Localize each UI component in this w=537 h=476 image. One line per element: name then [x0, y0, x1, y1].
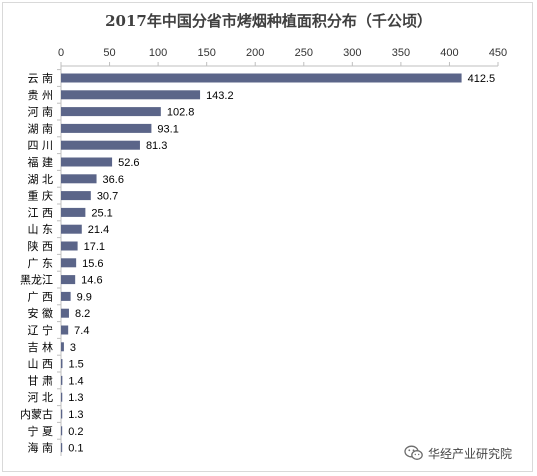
category-labels: 云 南贵 州河 南湖 南四 川福 建湖 北重 庆江 西山 东陕 西广 东黑龙江广… — [20, 72, 53, 455]
data-label: 14.6 — [81, 275, 102, 287]
data-label: 1.5 — [68, 359, 83, 371]
data-label: 1.4 — [68, 375, 83, 387]
chart-title: 2017年中国分省市烤烟种植面积分布（千公顷） — [105, 12, 432, 30]
data-label: 9.9 — [77, 291, 92, 303]
category-label: 江 西 — [28, 206, 54, 219]
category-label: 吉 林 — [28, 340, 54, 354]
data-label: 0.1 — [68, 443, 83, 455]
data-label: 3 — [70, 342, 76, 354]
category-label: 云 南 — [28, 72, 54, 85]
bar — [61, 409, 63, 419]
category-label: 山 东 — [28, 223, 54, 236]
bar — [61, 308, 69, 318]
data-label: 81.3 — [146, 140, 167, 152]
bar — [61, 157, 113, 167]
x-tick-label: 50 — [103, 47, 115, 59]
category-label: 海 南 — [28, 441, 54, 455]
bar — [61, 207, 86, 217]
x-tick-label: 400 — [440, 47, 458, 59]
bar — [61, 224, 82, 234]
x-tick-label: 250 — [295, 47, 313, 59]
bar — [61, 258, 77, 268]
data-label: 17.1 — [84, 241, 105, 253]
data-label: 7.4 — [74, 325, 89, 337]
bar — [61, 241, 78, 251]
data-label: 143.2 — [206, 90, 234, 102]
bar — [61, 174, 97, 184]
bar — [61, 342, 64, 352]
bar — [61, 359, 63, 369]
category-label: 山 西 — [28, 358, 54, 371]
wechat-icon — [404, 445, 423, 460]
data-label: 30.7 — [97, 191, 118, 203]
category-label: 内蒙古 — [20, 407, 53, 421]
category-label: 湖 北 — [28, 173, 54, 186]
data-label: 21.4 — [88, 224, 109, 236]
x-tick-label: 300 — [343, 47, 361, 59]
bar — [61, 275, 76, 285]
category-label: 安 徽 — [28, 306, 54, 320]
data-label: 25.1 — [91, 207, 112, 219]
data-label: 1.3 — [68, 409, 83, 421]
bar — [61, 291, 71, 301]
category-label: 陕 西 — [28, 239, 54, 253]
data-label: 102.8 — [167, 107, 195, 119]
bar — [61, 191, 91, 201]
watermark-text: 华经产业研究院 — [428, 446, 513, 461]
bar — [61, 443, 63, 453]
category-label: 河 南 — [28, 106, 54, 119]
bar — [61, 392, 63, 402]
category-label: 重 庆 — [28, 189, 54, 203]
category-label: 福 建 — [28, 155, 54, 169]
category-label: 黑龙江 — [20, 274, 53, 287]
category-label: 河 北 — [28, 391, 54, 404]
value-labels: 412.5 143.2 102.8 93.1 81.3 52.6 36.6 30.7 25.1 2… — [68, 73, 495, 455]
bar — [61, 325, 69, 335]
x-tick-label: 350 — [392, 47, 410, 59]
bar — [61, 90, 201, 100]
x-tick-label: 150 — [197, 47, 215, 59]
bar — [61, 123, 152, 133]
data-label: 1.3 — [68, 392, 83, 404]
x-tick-label: 450 — [489, 47, 507, 59]
data-label: 52.6 — [118, 157, 139, 169]
category-label: 贵 州 — [28, 89, 54, 102]
bar — [61, 426, 63, 436]
category-label: 四 川 — [28, 139, 54, 152]
data-label: 8.2 — [75, 308, 90, 320]
category-label: 辽 宁 — [28, 323, 54, 337]
category-label: 广 东 — [28, 257, 54, 270]
data-label: 93.1 — [157, 123, 178, 135]
watermark: 华经产业研究院 — [404, 444, 512, 462]
bar — [61, 375, 63, 385]
data-label: 15.6 — [82, 258, 103, 270]
x-tick-label: 100 — [149, 47, 167, 59]
bar — [61, 107, 161, 117]
bar — [61, 140, 140, 150]
x-tick-label: 0 — [58, 47, 64, 59]
data-label: 412.5 — [468, 73, 496, 85]
bars — [61, 73, 462, 453]
bar — [61, 73, 462, 83]
data-label: 36.6 — [103, 174, 124, 186]
x-axis: 0 50 100 150 200 250 300 350 400 450 — [57, 47, 507, 456]
category-label: 甘 肃 — [28, 374, 54, 387]
category-label: 宁 夏 — [28, 424, 54, 438]
data-label: 0.2 — [68, 426, 83, 438]
x-tick-label: 200 — [246, 47, 264, 59]
category-label: 湖 南 — [28, 122, 54, 135]
category-label: 广 西 — [28, 290, 54, 303]
